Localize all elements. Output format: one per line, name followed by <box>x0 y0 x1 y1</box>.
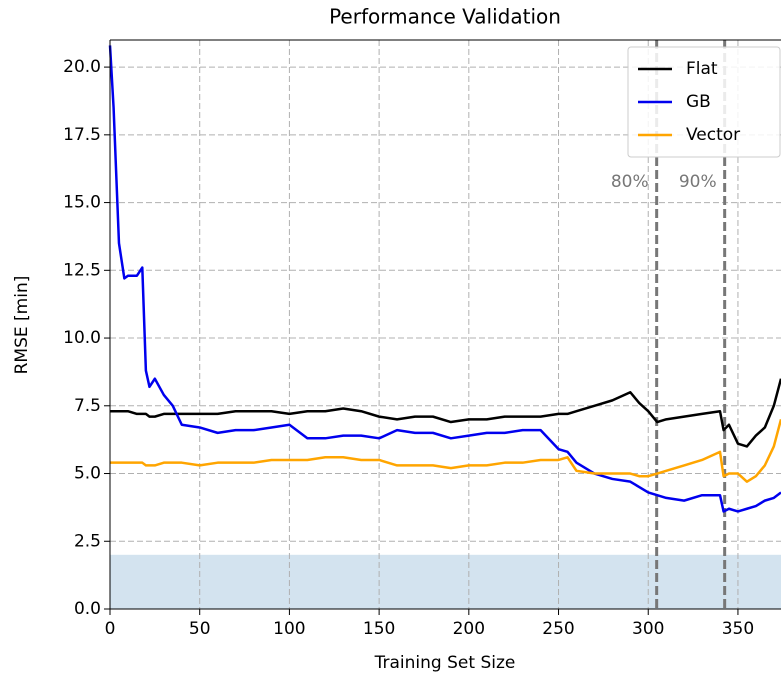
y-tick-label: 5.0 <box>74 464 101 484</box>
x-tick-label: 250 <box>542 619 574 639</box>
y-tick-label: 15.0 <box>63 193 101 213</box>
series-line <box>110 419 781 483</box>
x-tick-label: 200 <box>453 619 485 639</box>
legend-label: GB <box>686 92 711 112</box>
y-tick-label: 17.5 <box>63 125 101 145</box>
x-tick-label: 0 <box>105 619 116 639</box>
x-axis-label: Training Set Size <box>374 653 516 673</box>
x-tick-label: 100 <box>273 619 305 639</box>
series-line <box>110 378 781 448</box>
y-tick-label: 7.5 <box>74 396 101 416</box>
shaded-band <box>110 554 781 609</box>
vline-label: 90% <box>679 172 717 192</box>
y-tick-label: 2.5 <box>74 531 101 551</box>
legend-box <box>627 46 781 158</box>
y-tick-label: 12.5 <box>63 260 101 280</box>
legend-label: Flat <box>686 59 718 79</box>
y-tick-label: 10.0 <box>63 328 101 348</box>
x-tick-label: 300 <box>632 619 664 639</box>
y-tick-label: 0.0 <box>74 599 101 619</box>
y-axis-label: RMSE [min] <box>12 276 32 375</box>
chart-title: Performance Validation <box>329 5 561 29</box>
y-tick-label: 20.0 <box>63 57 101 77</box>
vline-label: 80% <box>611 172 649 192</box>
legend-label: Vector <box>686 125 740 145</box>
x-tick-label: 50 <box>189 619 211 639</box>
x-tick-label: 350 <box>722 619 754 639</box>
x-tick-label: 150 <box>363 619 395 639</box>
series-line <box>108 45 781 513</box>
